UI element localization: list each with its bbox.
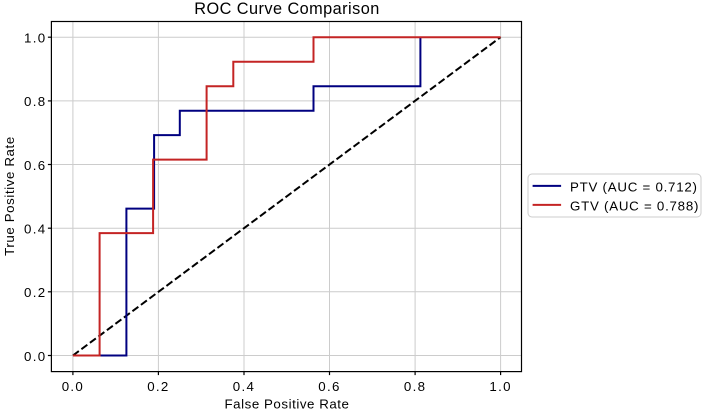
svg-text:0.4: 0.4 — [233, 379, 255, 394]
svg-text:1.0: 1.0 — [489, 379, 511, 394]
svg-text:0.0: 0.0 — [62, 379, 84, 394]
svg-text:ROC Curve Comparison: ROC Curve Comparison — [194, 0, 379, 18]
svg-text:True Positive Rate: True Positive Rate — [2, 136, 17, 256]
svg-text:0.0: 0.0 — [24, 349, 46, 364]
svg-text:0.4: 0.4 — [24, 222, 46, 237]
svg-text:0.2: 0.2 — [24, 285, 46, 300]
svg-text:False Positive Rate: False Positive Rate — [225, 396, 350, 411]
svg-text:PTV (AUC = 0.712): PTV (AUC = 0.712) — [570, 180, 698, 195]
svg-text:0.6: 0.6 — [24, 158, 46, 173]
svg-text:1.0: 1.0 — [24, 31, 46, 46]
svg-text:0.8: 0.8 — [404, 379, 426, 394]
svg-text:0.8: 0.8 — [24, 94, 46, 109]
svg-text:GTV (AUC = 0.788): GTV (AUC = 0.788) — [570, 199, 699, 214]
svg-text:0.2: 0.2 — [147, 379, 169, 394]
svg-text:0.6: 0.6 — [318, 379, 340, 394]
